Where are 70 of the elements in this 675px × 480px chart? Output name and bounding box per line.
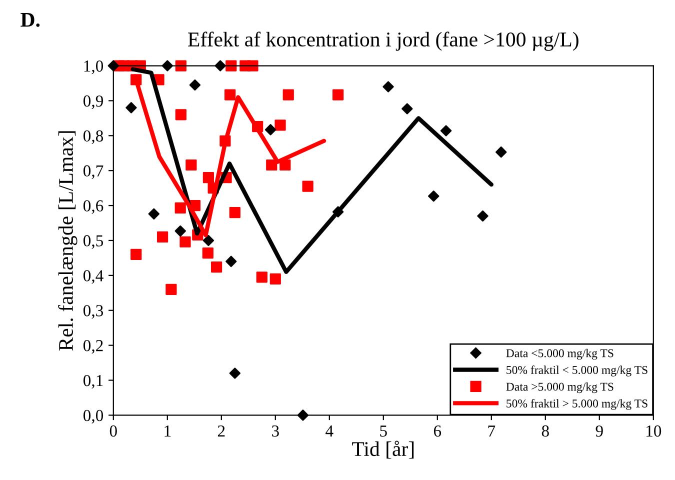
point xyxy=(156,231,168,243)
legend-label: 50% fraktil > 5.000 mg/kg TS xyxy=(506,399,648,410)
y-tick-label: 0,7 xyxy=(83,165,104,179)
y-tick-label: 0,3 xyxy=(83,305,104,319)
point xyxy=(297,410,309,421)
point xyxy=(130,248,142,260)
y-tick-label: 0,8 xyxy=(83,130,104,144)
point xyxy=(302,180,314,192)
point xyxy=(332,89,344,100)
point xyxy=(264,124,276,136)
legend-label: Data >5.000 mg/kg TS xyxy=(506,382,614,394)
point xyxy=(174,202,186,214)
point xyxy=(108,60,120,72)
legend-label: Data <5.000 mg/kg TS xyxy=(506,348,614,360)
y-tick-label: 0,6 xyxy=(83,200,104,214)
x-tick-label: 8 xyxy=(542,425,549,437)
chart-title: Effekt af koncentration i jord (fane >100 µg/L) xyxy=(188,32,578,51)
x-axis-title: Tid [år] xyxy=(352,440,414,459)
point xyxy=(226,60,237,72)
point xyxy=(274,120,286,131)
point xyxy=(382,81,394,92)
text: D. xyxy=(20,12,40,27)
x-tick-label: 0 xyxy=(110,425,117,437)
point xyxy=(162,60,174,72)
x-tick-label: 10 xyxy=(646,425,662,437)
point xyxy=(256,272,268,283)
y-tick-label: 0,9 xyxy=(83,95,103,110)
point xyxy=(186,159,197,171)
x-tick-label: 7 xyxy=(488,426,496,436)
x-tick-label: 6 xyxy=(434,425,442,437)
point xyxy=(166,284,177,295)
point xyxy=(428,190,440,202)
y-tick-label: 0,2 xyxy=(83,340,103,354)
point xyxy=(477,210,488,222)
point xyxy=(148,208,160,220)
point xyxy=(202,172,214,184)
point xyxy=(440,125,452,136)
point xyxy=(270,273,281,284)
x-tick-label: 5 xyxy=(380,426,387,437)
point xyxy=(282,89,294,100)
x-tick-label: 3 xyxy=(272,425,279,437)
y-tick-label: 0,0 xyxy=(83,410,104,424)
point xyxy=(174,225,186,237)
point xyxy=(175,60,186,72)
y-tick-label: 1,0 xyxy=(84,60,104,74)
legend-label: 50% fraktil < 5.000 mg/kg TS xyxy=(506,366,648,376)
point xyxy=(210,261,222,273)
point xyxy=(402,103,413,114)
point xyxy=(202,234,214,246)
point xyxy=(214,60,226,72)
y-tick-label: 0,5 xyxy=(83,235,104,249)
x-tick-label: 2 xyxy=(218,425,225,436)
y-axis-title: Rel. fanelængde [L/Lmax] xyxy=(58,131,78,351)
y-tick-label: 0,4 xyxy=(83,270,104,284)
point xyxy=(226,256,237,268)
x-tick-label: 1 xyxy=(164,425,171,436)
point xyxy=(180,236,191,248)
point xyxy=(126,102,137,114)
point xyxy=(247,60,258,72)
point xyxy=(224,89,236,100)
point xyxy=(229,368,241,379)
point xyxy=(175,109,186,120)
point xyxy=(189,79,201,91)
y-tick-label: 0,1 xyxy=(83,374,103,389)
x-tick-label: 4 xyxy=(326,426,334,436)
point xyxy=(266,159,278,171)
point xyxy=(229,206,240,218)
x-tick-label: 9 xyxy=(596,425,603,437)
point xyxy=(202,248,214,259)
point xyxy=(496,146,507,158)
